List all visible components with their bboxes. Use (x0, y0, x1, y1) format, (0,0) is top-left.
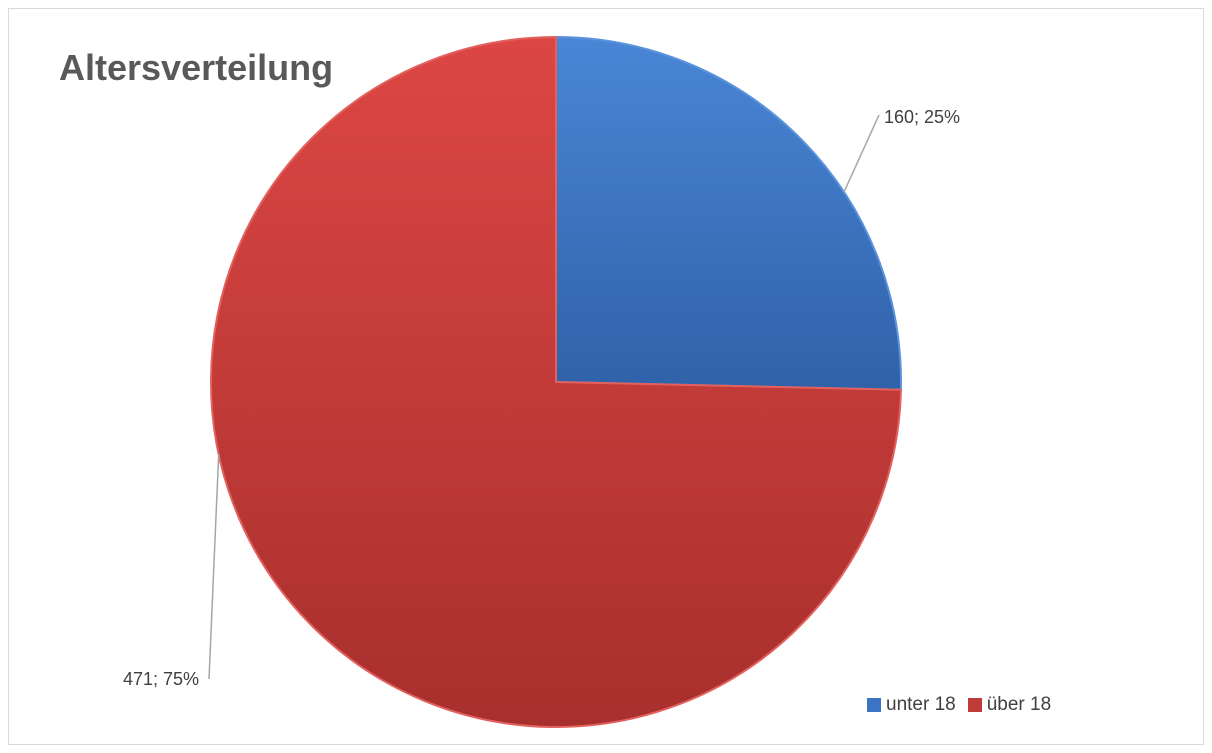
legend-swatch (967, 698, 982, 712)
data-label: 471; 75% (123, 669, 199, 689)
leader-line (208, 454, 220, 680)
data-label: 160; 25% (884, 107, 960, 127)
leader-line (843, 114, 880, 193)
pie-slice-unter-18 (555, 35, 902, 391)
legend-label: unter 18 (886, 694, 956, 715)
legend-swatch (867, 698, 881, 712)
pie-slice-ueber-18 (210, 35, 902, 728)
chart-frame: Altersverteilung 160; 25% 471; 75% unter … (8, 8, 1204, 745)
chart-title: Altersverteilung (59, 47, 334, 88)
pie-chart: 160; 25% 471; 75% (123, 35, 960, 728)
legend-label: über 18 (986, 694, 1052, 715)
legend-item: über 18 (967, 694, 1052, 716)
legend-item: unter 18 (867, 694, 956, 716)
legend: unter 18 über 18 (867, 694, 1051, 716)
